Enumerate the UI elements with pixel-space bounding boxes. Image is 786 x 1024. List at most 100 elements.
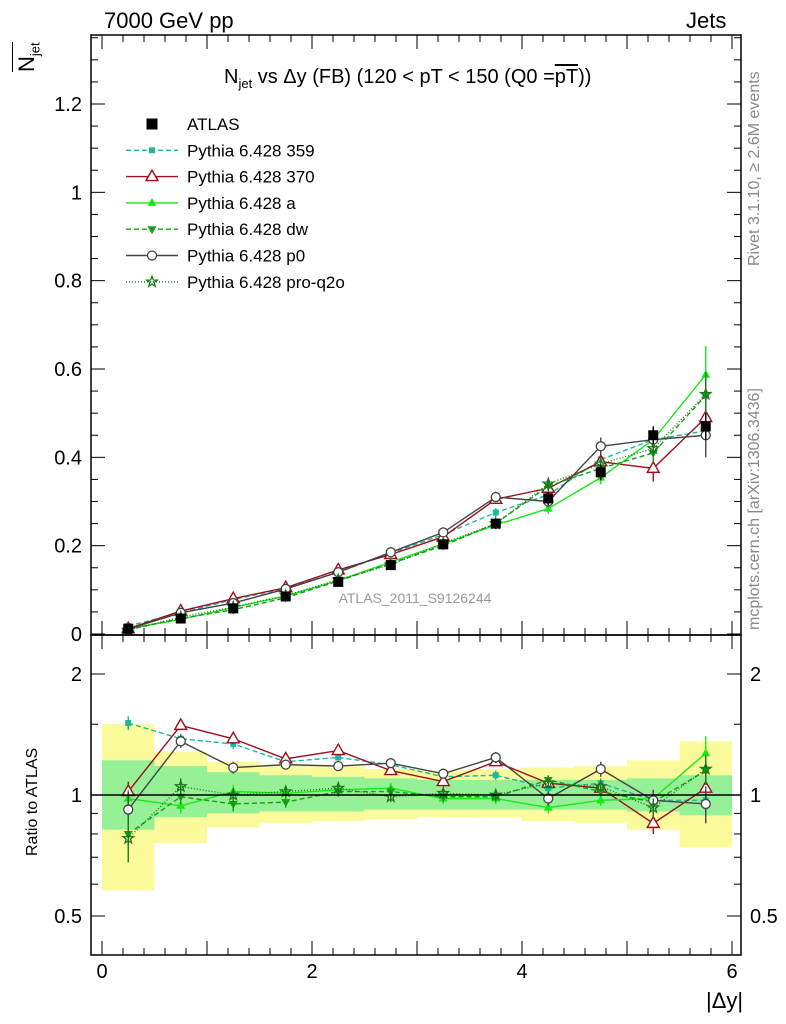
axes-group: 0 2 4 6 0 0.2 0.4 0.6 0.8 1 1.2 0.5 0.5 1 1 2 2	[54, 34, 778, 983]
ratio-data-point	[125, 720, 132, 727]
legend: ATLAS Pythia 6.428 359 Pythia 6.428 370 Pyt…	[126, 115, 345, 292]
atlas-data-point	[385, 560, 396, 571]
title-close: ))	[578, 66, 592, 88]
y-tick-label: 0	[71, 624, 82, 646]
data-point	[385, 547, 396, 558]
ratio-y-tick-label-right: 2	[750, 664, 761, 686]
ratio-series-group	[121, 716, 713, 863]
ratio-data-point	[438, 768, 449, 779]
atlas-data-point	[228, 603, 239, 614]
atlas-data-point	[543, 493, 554, 504]
data-point	[595, 441, 606, 452]
legend-marker	[146, 250, 158, 261]
ratio-data-point	[596, 795, 606, 804]
ratio-data-point	[280, 759, 291, 770]
ratio-data-point	[226, 787, 241, 802]
ratio-data-point	[228, 800, 238, 809]
atlas-data-point	[490, 518, 501, 529]
ratio-series-line	[127, 724, 707, 825]
legend-marker	[147, 226, 157, 235]
data-point	[333, 567, 344, 578]
ratio-data-point	[698, 761, 713, 776]
ratio-data-point	[701, 748, 711, 757]
x-tick-label: 4	[516, 961, 527, 983]
series-line	[128, 417, 707, 630]
atlas-data-point	[648, 430, 659, 441]
y-tick-label: 0.4	[54, 447, 82, 469]
main-series-group	[121, 346, 713, 635]
ratio-data-point	[175, 736, 186, 747]
x-tick-label: 0	[96, 961, 107, 983]
ratio-data-point	[278, 784, 293, 798]
title-n: N	[224, 66, 239, 88]
ratio-y-tick-label-right: 1	[750, 785, 761, 807]
legend-label: Pythia 6.428 370	[187, 168, 315, 187]
ratio-series-line	[128, 722, 706, 802]
y-tick-label: 0.6	[54, 359, 82, 381]
ratio-data-point	[593, 779, 608, 793]
ratio-data-point	[333, 760, 344, 772]
ratio-data-point	[331, 780, 346, 795]
ratio-data-point	[228, 762, 239, 773]
ratio-y-tick-label: 1	[71, 785, 82, 807]
x-tick-label: 2	[306, 961, 317, 983]
data-point	[646, 460, 661, 474]
ratio-data-point	[700, 798, 711, 810]
ratio-data-point	[226, 730, 241, 744]
x-axis-label: |Δy|	[706, 988, 744, 1013]
atlas-data-point	[280, 591, 291, 602]
atlas-data-point	[123, 623, 134, 634]
analysis-watermark: ATLAS_2011_S9126244	[339, 590, 492, 606]
data-point	[698, 386, 713, 401]
atlas-data-point	[333, 576, 344, 587]
ratio-y-tick-label: 2	[71, 664, 82, 686]
legend-label: Pythia 6.428 pro-q2o	[187, 273, 345, 292]
ratio-data-point	[335, 754, 342, 761]
ratio-data-point	[176, 800, 186, 809]
title-pt: pT	[554, 66, 579, 88]
legend-label: ATLAS	[187, 115, 240, 134]
data-point	[541, 476, 556, 490]
ratio-data-point	[490, 752, 501, 763]
ratio-data-point	[488, 787, 503, 802]
series-line	[128, 395, 707, 631]
ratio-y-tick-label: 0.5	[54, 906, 82, 928]
ratio-data-point	[492, 772, 499, 779]
data-point	[543, 503, 553, 512]
atlas-data-point	[175, 613, 186, 624]
series-line	[128, 374, 707, 630]
header-collision-label: 7000 GeV pp	[104, 8, 234, 33]
ratio-data-point	[176, 793, 186, 802]
ratio-data-point	[646, 800, 661, 814]
ratio-data-point	[281, 799, 291, 808]
title-sub: jet	[238, 76, 253, 91]
ratio-series-line	[127, 740, 706, 810]
ratio-data-point	[331, 742, 346, 756]
ratio-y-tick-label-right: 0.5	[750, 906, 778, 928]
header-process-label: Jets	[686, 8, 727, 33]
x-tick-label: 6	[726, 961, 737, 983]
ratio-data-point	[543, 793, 554, 804]
legend-marker	[144, 274, 160, 288]
ratio-data-point	[436, 773, 451, 787]
plot-title: Njet vs Δy (FB) (120 < pT < 150 (Q0 =pT)…	[224, 66, 591, 91]
ratio-data-point	[121, 830, 136, 845]
atlas-data-point	[438, 539, 449, 550]
legend-label: Pythia 6.428 dw	[187, 220, 309, 239]
legend-marker	[144, 168, 160, 182]
ratio-data-point	[173, 779, 188, 793]
data-point	[490, 491, 501, 503]
y-tick-label: 1.2	[54, 94, 82, 116]
atlas-data-point	[595, 467, 606, 478]
ratio-data-point	[173, 717, 188, 731]
atlas-data-point	[700, 421, 711, 432]
legend-marker	[147, 197, 157, 206]
title-rest: vs Δy (FB) (120 < pT < 150 (Q0 =	[252, 66, 555, 88]
data-point	[492, 509, 499, 516]
ratio-data-point	[595, 763, 606, 775]
legend-marker	[149, 147, 155, 154]
y-tick-label: 1	[71, 182, 82, 204]
legend-marker	[146, 118, 158, 130]
ratio-series-line	[127, 770, 707, 835]
